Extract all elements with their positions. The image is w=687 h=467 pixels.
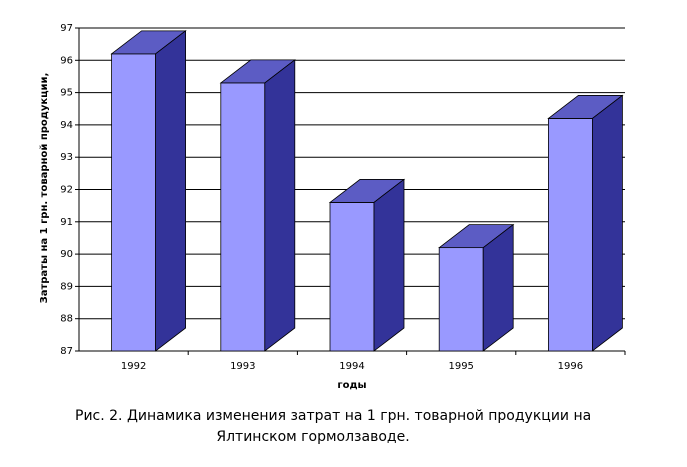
y-axis-title: Затраты на 1 грн. товарной продукции, <box>39 73 50 304</box>
y-tick-label: 94 <box>60 120 73 131</box>
y-tick-label: 88 <box>60 314 73 325</box>
bar-side <box>264 59 296 352</box>
bar-side <box>155 30 187 352</box>
bar-side <box>482 223 514 352</box>
y-tick-label: 93 <box>60 152 73 163</box>
y-tick-label: 97 <box>60 23 73 34</box>
y-tick-label: 92 <box>60 185 73 196</box>
y-tick-label: 89 <box>60 281 73 292</box>
y-tick-label: 90 <box>60 249 73 260</box>
x-tick-label: 1992 <box>121 361 146 372</box>
y-tick-label: 95 <box>60 88 73 99</box>
bar <box>548 118 593 352</box>
caption: Ялтинском гормолзаводе. <box>216 429 409 445</box>
bar-side <box>592 94 623 352</box>
y-tick-label: 91 <box>60 217 73 228</box>
bar-side <box>373 178 405 352</box>
x-tick-label: 1994 <box>339 361 364 372</box>
bar <box>329 202 375 352</box>
bar <box>111 53 156 352</box>
y-tick-label: 87 <box>60 346 73 357</box>
bar <box>438 247 484 352</box>
x-axis-title: годы <box>337 380 366 391</box>
x-tick-label: 1993 <box>230 361 255 372</box>
x-tick-label: 1995 <box>448 361 473 372</box>
caption: Рис. 2. Динамика изменения затрат на 1 г… <box>75 408 591 424</box>
y-tick-label: 96 <box>60 55 73 66</box>
bar <box>220 82 266 352</box>
x-tick-label: 1996 <box>558 361 583 372</box>
